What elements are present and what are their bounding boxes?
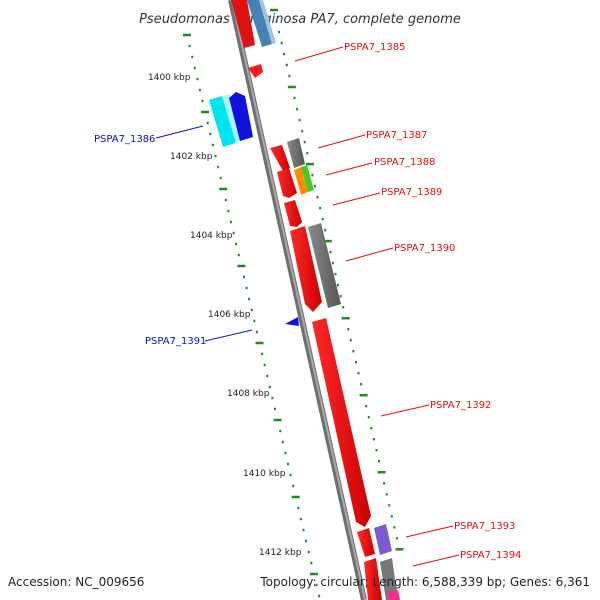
tick-label: 1400 kbp <box>148 73 191 83</box>
gene-pspa7-1385[interactable] <box>248 64 263 78</box>
gene-labels: PSPA7_1385 PSPA7_1386 PSPA7_1387 PSPA7_1… <box>94 42 521 561</box>
gene-pspa7-1388[interactable] <box>277 168 297 198</box>
gene-pspa7-1393b[interactable] <box>374 524 392 555</box>
tick-label: 1408 kbp <box>227 389 270 399</box>
gene-pspa7-1389[interactable] <box>284 200 302 227</box>
gene-label-pspa7-1392[interactable]: PSPA7_1392 <box>430 400 491 411</box>
gene-pspa7-1387b[interactable] <box>287 138 305 168</box>
tick-label: 1410 kbp <box>243 469 286 479</box>
gene-label-pspa7-1389[interactable]: PSPA7_1389 <box>381 187 442 198</box>
accession-text: Accession: NC_009656 <box>8 575 144 589</box>
genome-title: Pseudomonas aeruginosa PA7, complete gen… <box>139 12 461 27</box>
gene-pspa7-1390b[interactable] <box>308 223 341 308</box>
gene-pspa7-1394[interactable] <box>364 558 382 600</box>
genome-backbone <box>228 0 367 600</box>
gene-label-pspa7-1394[interactable]: PSPA7_1394 <box>460 550 521 561</box>
gene-pspa7-1390[interactable] <box>290 226 322 312</box>
gene-pspa7-1393[interactable] <box>357 528 375 557</box>
tick-label: 1412 kbp <box>259 548 302 558</box>
gene-label-pspa7-1391[interactable]: PSPA7_1391 <box>145 336 206 347</box>
gene-pspa7-1392[interactable] <box>312 318 371 527</box>
gene-bottom-pink[interactable] <box>387 590 400 600</box>
tick-track <box>183 33 321 598</box>
tick-label: 1406 kbp <box>208 310 251 320</box>
gene-label-pspa7-1387[interactable]: PSPA7_1387 <box>366 130 427 141</box>
gene-pspa7-1387[interactable] <box>270 145 290 171</box>
tick-labels: 1400 kbp 1402 kbp 1404 kbp 1406 kbp 1408… <box>148 73 302 558</box>
label-leaders <box>155 46 460 567</box>
tick-label: 1402 kbp <box>170 152 213 162</box>
gene-pspa7-1386b[interactable] <box>229 92 253 141</box>
gene-pspa7-1388b[interactable] <box>294 165 314 195</box>
gene-label-pspa7-1386[interactable]: PSPA7_1386 <box>94 134 155 145</box>
genome-summary-text: Topology: circular; Length: 6,588,339 bp… <box>259 575 590 589</box>
gene-label-pspa7-1388[interactable]: PSPA7_1388 <box>374 157 435 168</box>
tick-label: 1404 kbp <box>190 231 233 241</box>
gene-top-blue[interactable] <box>247 0 276 47</box>
outer-tick-track <box>270 8 404 551</box>
gene-pspa7-1394b[interactable] <box>380 558 398 600</box>
gene-label-pspa7-1390[interactable]: PSPA7_1390 <box>394 243 455 254</box>
gene-label-pspa7-1385[interactable]: PSPA7_1385 <box>344 42 405 53</box>
gene-top-partial[interactable] <box>231 0 255 48</box>
gene-pspa7-1391[interactable] <box>285 317 299 326</box>
gene-label-pspa7-1393[interactable]: PSPA7_1393 <box>454 521 515 532</box>
